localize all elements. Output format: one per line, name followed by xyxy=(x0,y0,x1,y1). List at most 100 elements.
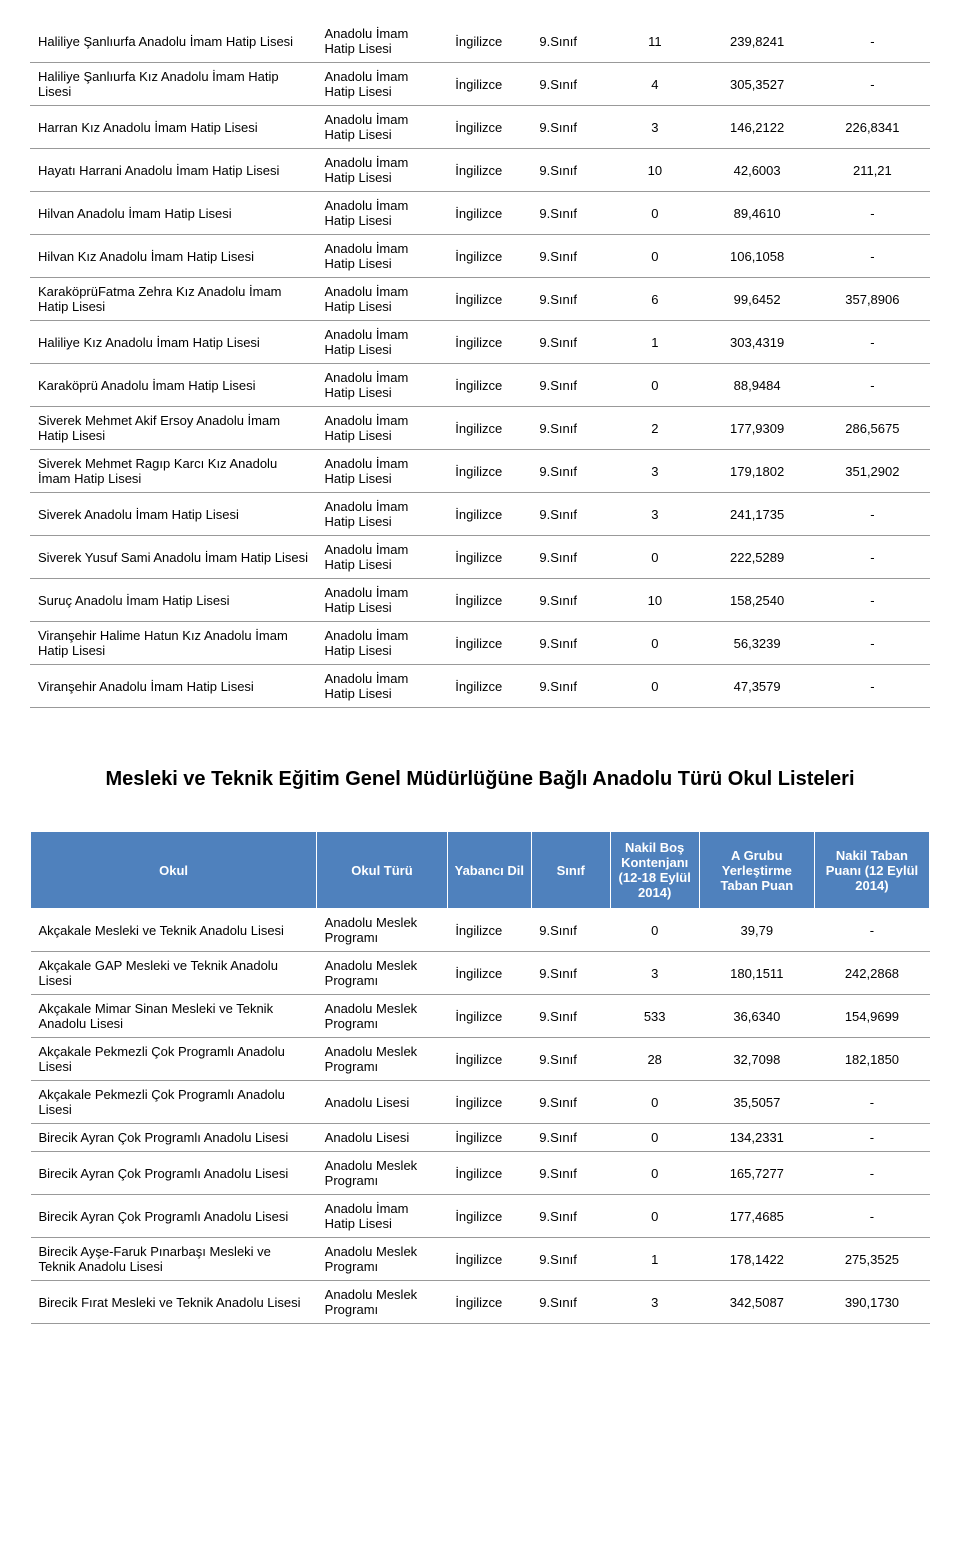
cell-dil: İngilizce xyxy=(447,536,531,579)
cell-puan2: 154,9699 xyxy=(814,995,929,1038)
cell-kont: 3 xyxy=(610,450,699,493)
cell-puan2: - xyxy=(815,579,930,622)
cell-dil: İngilizce xyxy=(447,995,531,1038)
cell-puan2: - xyxy=(814,909,929,952)
table-row: Akçakale GAP Mesleki ve Teknik Anadolu L… xyxy=(31,952,930,995)
cell-kont: 533 xyxy=(610,995,699,1038)
table-row: Hayatı Harrani Anadolu İmam Hatip Lisesi… xyxy=(30,149,930,192)
table-row: Birecik Ayran Çok Programlı Anadolu Lise… xyxy=(31,1195,930,1238)
header-okul: Okul xyxy=(31,832,317,909)
table-row: Akçakale Mesleki ve Teknik Anadolu Lises… xyxy=(31,909,930,952)
cell-okul: Hilvan Anadolu İmam Hatip Lisesi xyxy=(30,192,317,235)
cell-sinif: 9.Sınıf xyxy=(531,235,610,278)
table-row: Siverek Yusuf Sami Anadolu İmam Hatip Li… xyxy=(30,536,930,579)
cell-kont: 11 xyxy=(610,20,699,63)
school-table-1: Haliliye Şanlıurfa Anadolu İmam Hatip Li… xyxy=(30,20,930,708)
cell-kont: 4 xyxy=(610,63,699,106)
cell-puan2: - xyxy=(815,192,930,235)
cell-dil: İngilizce xyxy=(447,665,531,708)
cell-kont: 0 xyxy=(610,909,699,952)
cell-tur: Anadolu İmam Hatip Lisesi xyxy=(317,321,448,364)
cell-tur: Anadolu İmam Hatip Lisesi xyxy=(317,106,448,149)
table-row: Siverek Anadolu İmam Hatip LisesiAnadolu… xyxy=(30,493,930,536)
cell-puan2: - xyxy=(814,1081,929,1124)
cell-puan1: 177,9309 xyxy=(700,407,815,450)
cell-kont: 0 xyxy=(610,235,699,278)
header-sinif: Sınıf xyxy=(531,832,610,909)
cell-puan1: 32,7098 xyxy=(699,1038,814,1081)
cell-dil: İngilizce xyxy=(447,909,531,952)
cell-puan1: 165,7277 xyxy=(699,1152,814,1195)
cell-dil: İngilizce xyxy=(447,149,531,192)
cell-sinif: 9.Sınıf xyxy=(531,995,610,1038)
cell-sinif: 9.Sınıf xyxy=(531,364,610,407)
cell-tur: Anadolu Meslek Programı xyxy=(317,1038,448,1081)
cell-sinif: 9.Sınıf xyxy=(531,536,610,579)
table-row: Siverek Mehmet Ragıp Karcı Kız Anadolu İ… xyxy=(30,450,930,493)
cell-okul: Haliliye Kız Anadolu İmam Hatip Lisesi xyxy=(30,321,317,364)
cell-puan2: - xyxy=(815,20,930,63)
table-row: Viranşehir Anadolu İmam Hatip LisesiAnad… xyxy=(30,665,930,708)
cell-sinif: 9.Sınıf xyxy=(531,1038,610,1081)
cell-tur: Anadolu İmam Hatip Lisesi xyxy=(317,536,448,579)
cell-dil: İngilizce xyxy=(447,1124,531,1152)
cell-puan1: 134,2331 xyxy=(699,1124,814,1152)
cell-kont: 6 xyxy=(610,278,699,321)
cell-dil: İngilizce xyxy=(447,20,531,63)
cell-tur: Anadolu İmam Hatip Lisesi xyxy=(317,1195,448,1238)
table-row: Birecik Ayşe-Faruk Pınarbaşı Mesleki ve … xyxy=(31,1238,930,1281)
cell-okul: Haliliye Şanlıurfa Anadolu İmam Hatip Li… xyxy=(30,20,317,63)
cell-puan1: 35,5057 xyxy=(699,1081,814,1124)
cell-kont: 1 xyxy=(610,321,699,364)
cell-kont: 0 xyxy=(610,1152,699,1195)
cell-sinif: 9.Sınıf xyxy=(531,952,610,995)
table-row: KaraköprüFatma Zehra Kız Anadolu İmam Ha… xyxy=(30,278,930,321)
cell-dil: İngilizce xyxy=(447,493,531,536)
cell-kont: 3 xyxy=(610,1281,699,1324)
table-row: Haliliye Kız Anadolu İmam Hatip LisesiAn… xyxy=(30,321,930,364)
cell-sinif: 9.Sınıf xyxy=(531,278,610,321)
cell-sinif: 9.Sınıf xyxy=(531,192,610,235)
cell-kont: 1 xyxy=(610,1238,699,1281)
cell-puan2: 390,1730 xyxy=(814,1281,929,1324)
cell-okul: Siverek Mehmet Akif Ersoy Anadolu İmam H… xyxy=(30,407,317,450)
cell-sinif: 9.Sınıf xyxy=(531,1238,610,1281)
cell-puan2: 242,2868 xyxy=(814,952,929,995)
table-row: Karaköprü Anadolu İmam Hatip LisesiAnado… xyxy=(30,364,930,407)
cell-dil: İngilizce xyxy=(447,622,531,665)
cell-puan1: 305,3527 xyxy=(700,63,815,106)
cell-sinif: 9.Sınıf xyxy=(531,1281,610,1324)
cell-dil: İngilizce xyxy=(447,1152,531,1195)
cell-tur: Anadolu Meslek Programı xyxy=(317,995,448,1038)
cell-okul: Viranşehir Halime Hatun Kız Anadolu İmam… xyxy=(30,622,317,665)
cell-sinif: 9.Sınıf xyxy=(531,622,610,665)
table-row: Hilvan Kız Anadolu İmam Hatip LisesiAnad… xyxy=(30,235,930,278)
cell-tur: Anadolu İmam Hatip Lisesi xyxy=(317,20,448,63)
cell-dil: İngilizce xyxy=(447,278,531,321)
cell-puan2: - xyxy=(814,1152,929,1195)
cell-tur: Anadolu İmam Hatip Lisesi xyxy=(317,235,448,278)
cell-puan2: - xyxy=(815,665,930,708)
cell-sinif: 9.Sınıf xyxy=(531,1195,610,1238)
cell-kont: 3 xyxy=(610,952,699,995)
cell-okul: Akçakale Mimar Sinan Mesleki ve Teknik A… xyxy=(31,995,317,1038)
cell-dil: İngilizce xyxy=(447,106,531,149)
cell-dil: İngilizce xyxy=(447,321,531,364)
cell-puan2: - xyxy=(815,321,930,364)
cell-tur: Anadolu İmam Hatip Lisesi xyxy=(317,665,448,708)
cell-puan1: 179,1802 xyxy=(700,450,815,493)
cell-tur: Anadolu Meslek Programı xyxy=(317,909,448,952)
cell-dil: İngilizce xyxy=(447,450,531,493)
table-row: Akçakale Pekmezli Çok Programlı Anadolu … xyxy=(31,1038,930,1081)
cell-puan1: 177,4685 xyxy=(699,1195,814,1238)
cell-tur: Anadolu İmam Hatip Lisesi xyxy=(317,278,448,321)
cell-kont: 0 xyxy=(610,622,699,665)
school-table-2: Okul Okul Türü Yabancı Dil Sınıf Nakil B… xyxy=(30,831,930,1324)
cell-puan2: - xyxy=(815,622,930,665)
cell-dil: İngilizce xyxy=(447,63,531,106)
cell-puan1: 222,5289 xyxy=(700,536,815,579)
header-tur: Okul Türü xyxy=(317,832,448,909)
table-row: Siverek Mehmet Akif Ersoy Anadolu İmam H… xyxy=(30,407,930,450)
cell-sinif: 9.Sınıf xyxy=(531,493,610,536)
cell-okul: Akçakale Mesleki ve Teknik Anadolu Lises… xyxy=(31,909,317,952)
